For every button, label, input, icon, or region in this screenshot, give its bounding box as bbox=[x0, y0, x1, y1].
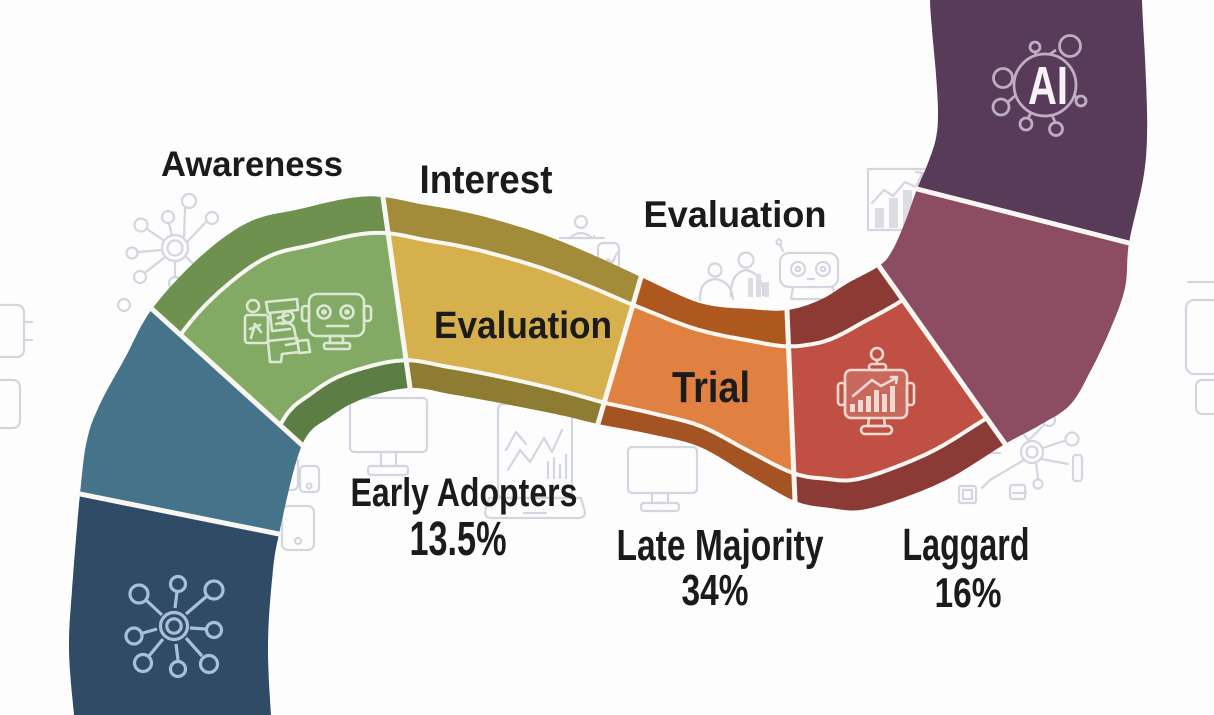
svg-text:Late Majority: Late Majority bbox=[617, 521, 824, 570]
svg-text:16%: 16% bbox=[935, 569, 1002, 616]
svg-text:Laggard: Laggard bbox=[903, 519, 1030, 570]
svg-text:Awareness: Awareness bbox=[161, 145, 343, 184]
svg-text:Early Adopters: Early Adopters bbox=[351, 471, 578, 515]
svg-text:Trial: Trial bbox=[672, 363, 750, 412]
svg-text:AI: AI bbox=[1028, 56, 1068, 116]
svg-text:Evaluation: Evaluation bbox=[434, 305, 612, 347]
svg-text:Interest: Interest bbox=[420, 158, 553, 202]
svg-text:Evaluation: Evaluation bbox=[644, 194, 827, 235]
svg-text:13.5%: 13.5% bbox=[410, 513, 507, 566]
svg-text:34%: 34% bbox=[682, 566, 749, 615]
